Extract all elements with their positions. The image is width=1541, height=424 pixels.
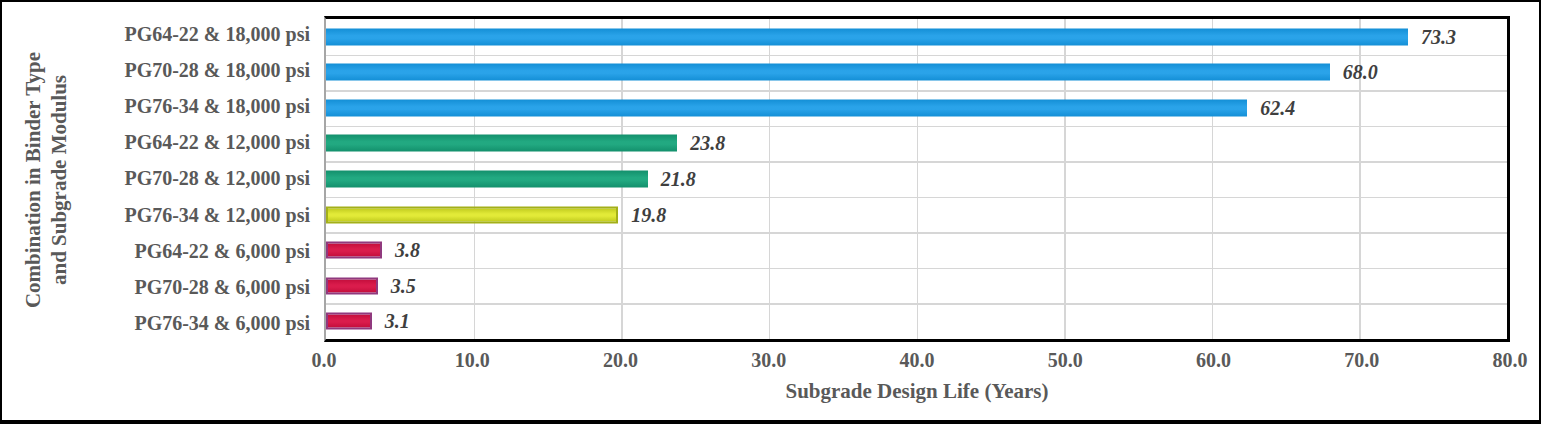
bar (326, 135, 677, 152)
x-tick-label: 10.0 (455, 349, 490, 372)
bar-row: 3.5 (326, 268, 1507, 304)
bar-value-label: 62.4 (1260, 96, 1295, 119)
x-tick-label: 70.0 (1344, 349, 1379, 372)
x-tick-label: 60.0 (1196, 349, 1231, 372)
category-label: PG76-34 & 18,000 psi (2, 88, 310, 124)
bar-row: 73.3 (326, 19, 1507, 55)
bar-row: 21.8 (326, 161, 1507, 197)
bar-row: 3.1 (326, 303, 1507, 339)
bar-value-label: 19.8 (631, 203, 666, 226)
category-label: PG64-22 & 18,000 psi (2, 16, 310, 52)
bar (326, 64, 1330, 81)
bar (326, 206, 618, 223)
bar-value-label: 3.1 (385, 310, 410, 333)
plot-area: 73.3 68.0 62.4 23.8 21.8 19.8 3.8 3.5 3.1 (324, 16, 1510, 342)
category-label: PG64-22 & 6,000 psi (2, 233, 310, 269)
bar-row: 3.8 (326, 232, 1507, 268)
bar (326, 313, 372, 330)
category-label: PG70-28 & 12,000 psi (2, 161, 310, 197)
chart-figure: Combination in Binder Type and Subgrade … (0, 0, 1541, 424)
x-tick-label: 30.0 (751, 349, 786, 372)
bar-value-label: 68.0 (1343, 61, 1378, 84)
x-tick-label: 80.0 (1493, 349, 1528, 372)
bar-value-label: 3.5 (391, 274, 416, 297)
bar (326, 28, 1408, 45)
category-label: PG70-28 & 18,000 psi (2, 52, 310, 88)
bar-row: 68.0 (326, 55, 1507, 91)
bar-value-label: 3.8 (395, 239, 420, 262)
bar-value-label: 23.8 (690, 132, 725, 155)
x-axis-title: Subgrade Design Life (Years) (324, 379, 1510, 404)
x-axis-tick-labels: 0.010.020.030.040.050.060.070.080.0 (324, 349, 1510, 375)
x-tick-label: 20.0 (603, 349, 638, 372)
bar-value-label: 21.8 (661, 167, 696, 190)
x-tick-label: 40.0 (900, 349, 935, 372)
category-label: PG70-28 & 6,000 psi (2, 270, 310, 306)
x-tick-label: 50.0 (1048, 349, 1083, 372)
y-axis-category-labels: PG64-22 & 18,000 psiPG70-28 & 18,000 psi… (2, 16, 310, 342)
category-label: PG76-34 & 12,000 psi (2, 197, 310, 233)
bar-row: 62.4 (326, 90, 1507, 126)
bar (326, 277, 378, 294)
bar (326, 242, 382, 259)
x-tick-label: 0.0 (312, 349, 337, 372)
bar (326, 170, 648, 187)
bar-value-label: 73.3 (1421, 25, 1456, 48)
category-label: PG64-22 & 12,000 psi (2, 125, 310, 161)
bar-row: 23.8 (326, 126, 1507, 162)
category-label: PG76-34 & 6,000 psi (2, 306, 310, 342)
bar (326, 99, 1247, 116)
bar-row: 19.8 (326, 197, 1507, 233)
